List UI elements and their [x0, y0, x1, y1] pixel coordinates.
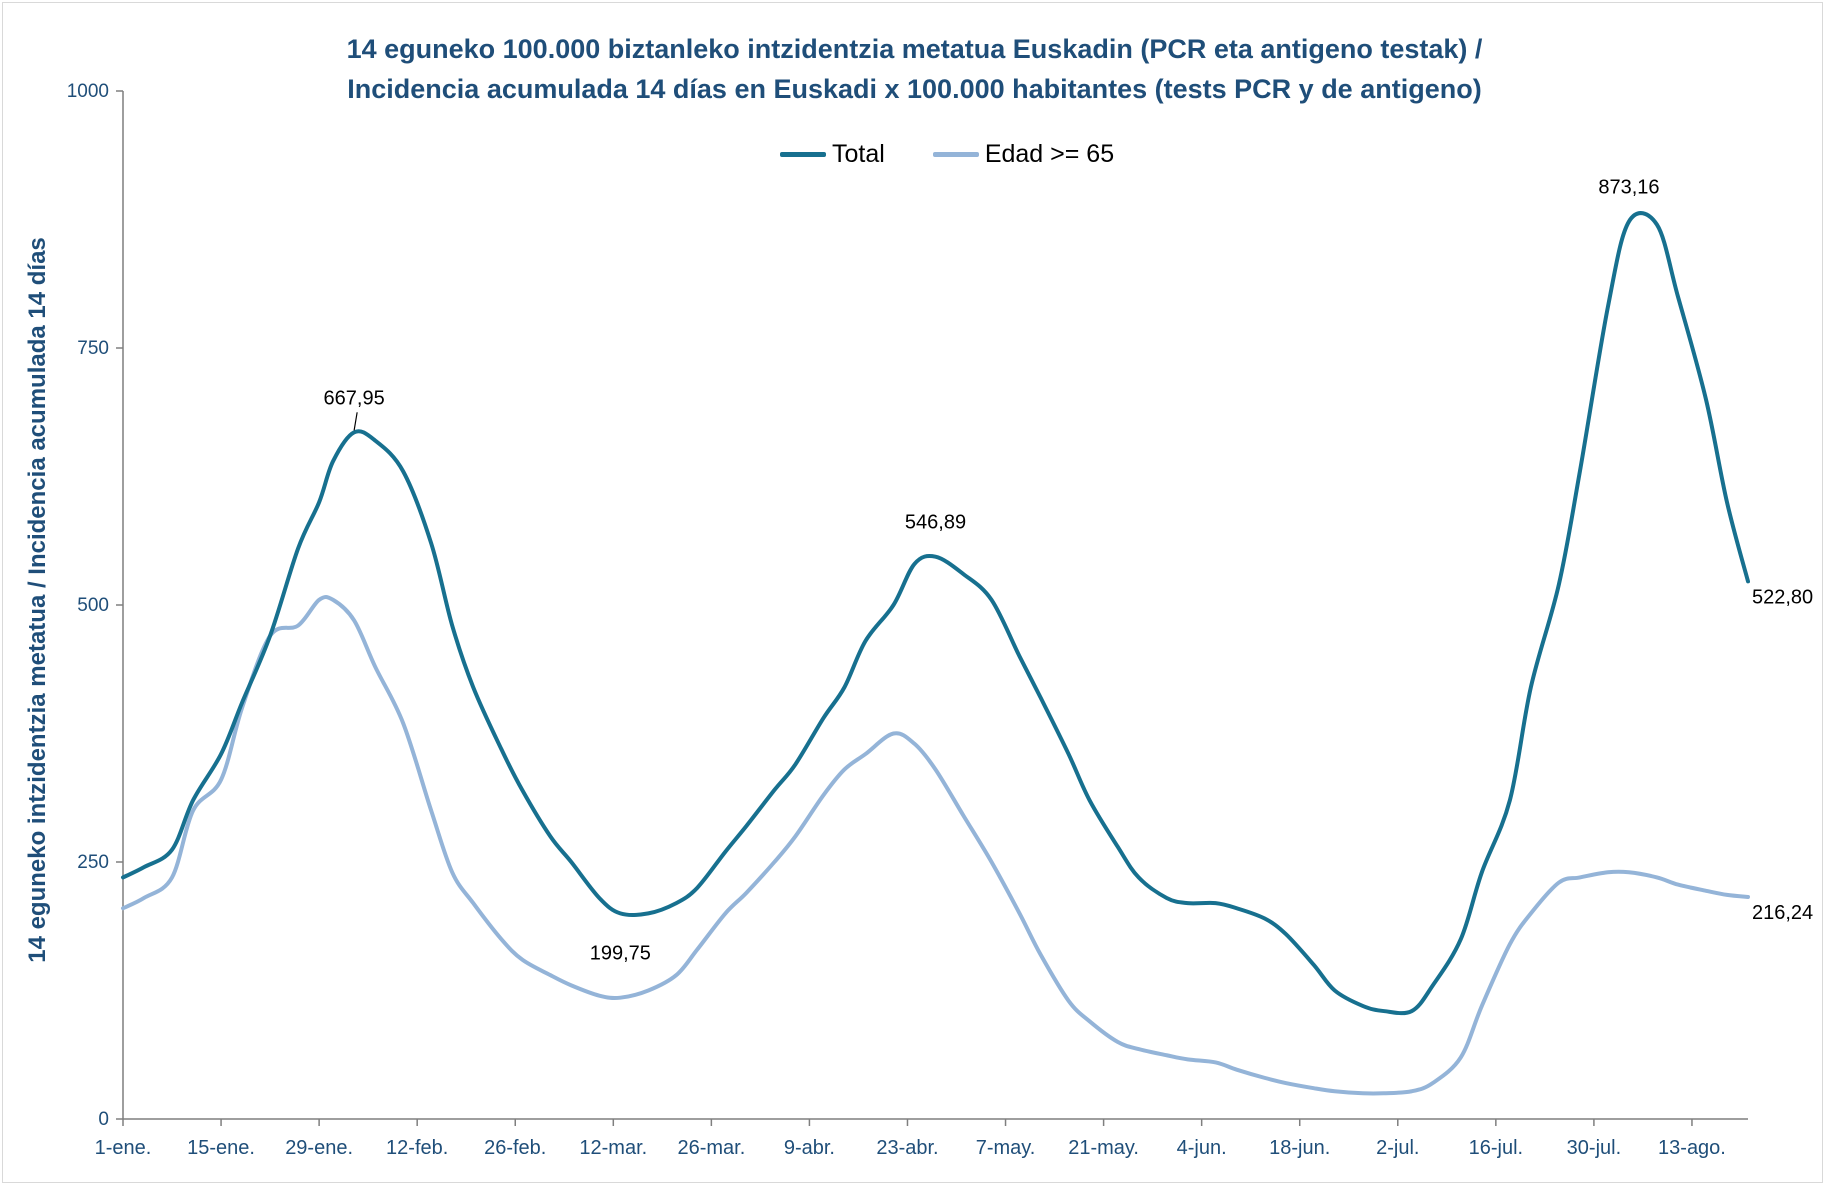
- x-tick-label: 29-ene.: [285, 1137, 353, 1159]
- x-tick-label: 9-abr.: [784, 1137, 835, 1159]
- x-tick-label: 4-jun.: [1177, 1137, 1227, 1159]
- y-tick-label: 500: [77, 595, 109, 616]
- y-tick-label: 250: [77, 852, 109, 873]
- legend-item-edad: Edad >= 65: [932, 140, 1115, 169]
- data-label: 216,24: [1752, 902, 1813, 924]
- legend-swatch-edad: [932, 152, 979, 157]
- series-line-edad-65: [121, 594, 1750, 1096]
- data-label: 873,16: [1598, 177, 1659, 199]
- chart-title-line1: 14 eguneko 100.000 biztanleko intzidentz…: [346, 34, 1483, 64]
- series-line-total: [121, 211, 1750, 1016]
- data-label: 522,80: [1752, 586, 1813, 608]
- x-tick-label: 2-jul.: [1376, 1137, 1419, 1159]
- data-label: 199,75: [590, 942, 651, 964]
- legend-label-edad: Edad >= 65: [984, 140, 1115, 168]
- legend-swatch-total: [780, 152, 826, 157]
- y-tick-label: 1000: [67, 81, 109, 102]
- x-tick-label: 26-mar.: [677, 1137, 745, 1159]
- legend-item-total: Total: [780, 140, 885, 169]
- x-tick-label: 12-mar.: [579, 1137, 647, 1159]
- x-tick-label: 30-jul.: [1567, 1137, 1621, 1159]
- x-tick-label: 12-feb.: [386, 1137, 448, 1159]
- chart-title-line2: Incidencia acumulada 14 días en Euskadi …: [347, 74, 1482, 104]
- data-label-leader: [353, 412, 358, 431]
- x-tick-label: 15-ene.: [187, 1137, 255, 1159]
- x-tick-label: 7-may.: [976, 1137, 1036, 1159]
- y-tick-label: 0: [98, 1109, 109, 1130]
- x-tick-label: 1-ene.: [95, 1137, 152, 1159]
- x-tick-label: 21-may.: [1068, 1137, 1139, 1159]
- y-tick-label: 750: [77, 338, 109, 359]
- legend-label-total: Total: [832, 140, 885, 168]
- data-label: 667,95: [324, 387, 385, 409]
- legend: Total Edad >= 65: [780, 140, 1114, 169]
- data-label: 546,89: [905, 512, 966, 534]
- x-tick-label: 26-feb.: [484, 1137, 546, 1159]
- x-tick-label: 16-jul.: [1469, 1137, 1523, 1159]
- x-tick-label: 23-abr.: [876, 1137, 938, 1159]
- x-tick-label: 13-ago.: [1658, 1137, 1726, 1159]
- x-tick-label: 18-jun.: [1269, 1137, 1330, 1159]
